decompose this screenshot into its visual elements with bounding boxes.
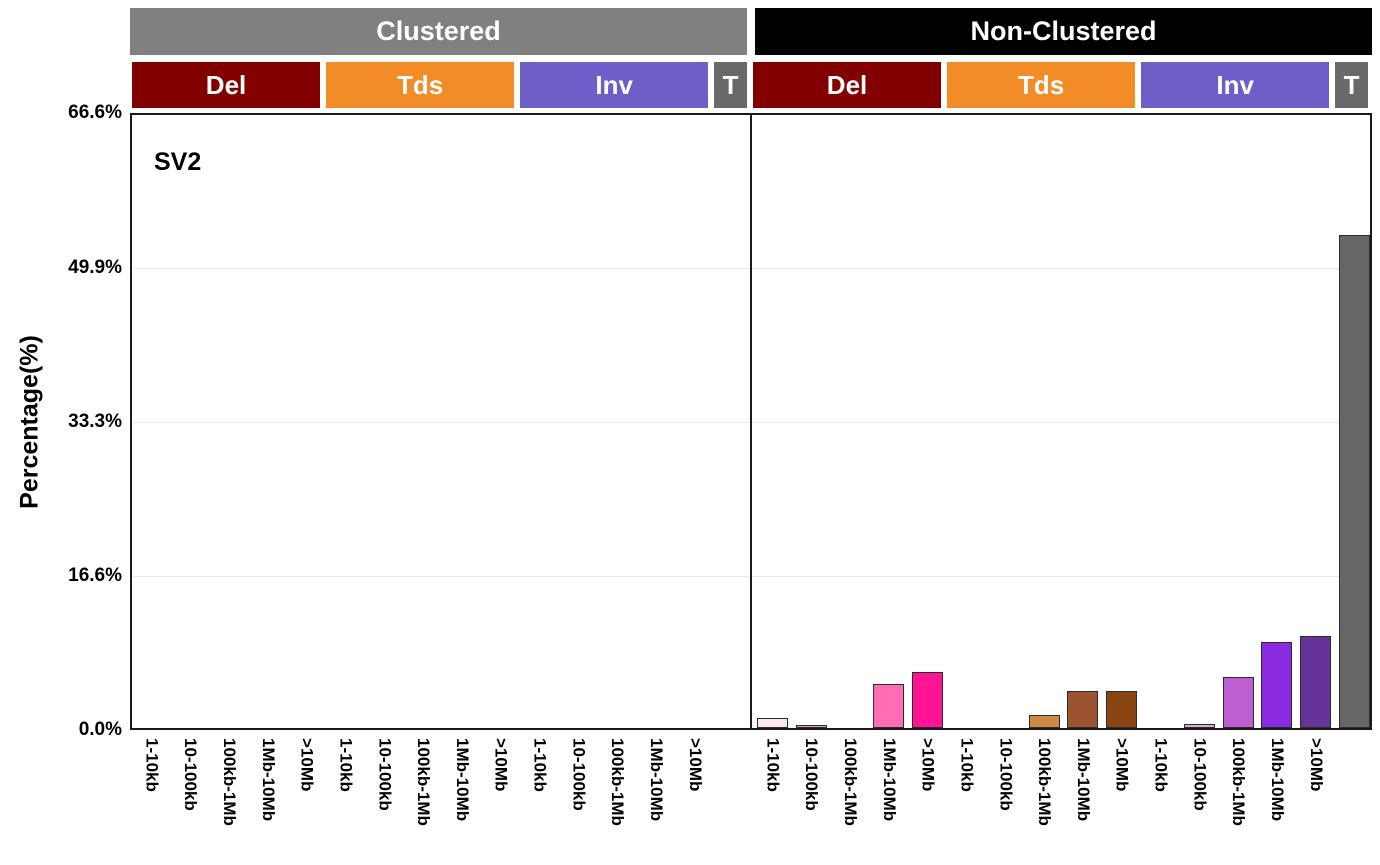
x-tick-label: 10-100kb — [181, 738, 201, 811]
x-tick-label: 1-10kb — [763, 738, 783, 792]
x-tick-label: 10-100kb — [1190, 738, 1210, 811]
x-tick-label: >10Mb — [297, 738, 317, 792]
y-tick-label: 33.3% — [68, 410, 122, 432]
x-tick-label: 100kb-1Mb — [414, 738, 434, 826]
category-header-del: Del — [753, 62, 942, 108]
signature-title: SV2 — [154, 148, 202, 176]
x-tick-label: 1Mb-10Mb — [1267, 738, 1287, 822]
bar-non-clustered-tds-2 — [1028, 715, 1060, 728]
bar-non-clustered-del-4 — [912, 672, 944, 728]
category-header-label: Del — [826, 69, 868, 100]
x-tick-label: 1Mb-10Mb — [646, 738, 666, 822]
category-header-label: Del — [205, 69, 247, 100]
x-tick-label: 1Mb-10Mb — [1073, 738, 1093, 822]
bar-non-clustered-del-3 — [873, 683, 905, 728]
x-tick-label: 1Mb-10Mb — [879, 738, 899, 822]
bar-non-clustered-tds-4 — [1106, 690, 1138, 728]
y-tick-label: 49.9% — [68, 256, 122, 278]
category-header-label: Inv — [595, 69, 633, 100]
bar-non-clustered-inv-4 — [1300, 636, 1332, 728]
x-tick-label: 10-100kb — [569, 738, 589, 811]
category-header-del: Del — [132, 62, 321, 108]
category-header-t: T — [714, 62, 747, 108]
bar-non-clustered-inv-2 — [1222, 677, 1254, 728]
plot-area: SV2 — [130, 113, 1372, 730]
category-header-inv: Inv — [520, 62, 709, 108]
y-tick-label: 0.0% — [78, 719, 122, 740]
x-tick-label: 10-100kb — [375, 738, 395, 811]
category-header-label: Tds — [396, 69, 444, 100]
x-tick-label: 1-10kb — [142, 738, 162, 792]
x-tick-label: 1-10kb — [336, 738, 356, 792]
x-tick-label: 100kb-1Mb — [1035, 738, 1055, 826]
x-tick-label: 1Mb-10Mb — [258, 738, 278, 822]
panel-divider — [750, 115, 752, 728]
bar-non-clustered-tds-3 — [1067, 690, 1099, 728]
group-header-label: Clustered — [376, 16, 501, 46]
x-tick-label: >10Mb — [918, 738, 938, 792]
category-header-tds: Tds — [326, 62, 515, 108]
x-tick-label: 1-10kb — [1151, 738, 1171, 792]
category-header-label: Tds — [1017, 69, 1065, 100]
group-header-label: Non-Clustered — [970, 16, 1157, 46]
x-tick-label: 100kb-1Mb — [841, 738, 861, 826]
x-tick-label: 10-100kb — [996, 738, 1016, 811]
bar-non-clustered-del-0 — [756, 717, 788, 728]
x-tick-label: >10Mb — [685, 738, 705, 792]
x-tick-label: 1-10kb — [957, 738, 977, 792]
bar-non-clustered-t-0 — [1339, 235, 1371, 728]
bar-non-clustered-inv-3 — [1261, 641, 1293, 728]
bar-non-clustered-inv-1 — [1183, 724, 1215, 728]
x-tick-label: >10Mb — [1306, 738, 1326, 792]
x-tick-label: >10Mb — [491, 738, 511, 792]
x-tick-label: >10Mb — [1112, 738, 1132, 792]
category-header-t: T — [1335, 62, 1368, 108]
x-tick-label: 10-100kb — [802, 738, 822, 811]
x-tick-label: 100kb-1Mb — [1229, 738, 1249, 826]
x-tick-label: 1-10kb — [530, 738, 550, 792]
x-tick-label: 1Mb-10Mb — [452, 738, 472, 822]
category-header-tds: Tds — [947, 62, 1136, 108]
group-header-clustered: Clustered — [130, 8, 747, 55]
category-header-inv: Inv — [1141, 62, 1330, 108]
category-header-label: T — [1343, 69, 1360, 100]
y-tick-label: 16.6% — [68, 565, 122, 587]
x-tick-label: 100kb-1Mb — [220, 738, 240, 826]
x-tick-label: 100kb-1Mb — [608, 738, 628, 826]
category-header-label: Inv — [1216, 69, 1254, 100]
group-header-non-clustered: Non-Clustered — [755, 8, 1372, 55]
category-header-label: T — [722, 69, 739, 100]
y-tick-label: 66.6% — [68, 102, 122, 123]
bar-non-clustered-del-1 — [795, 725, 827, 728]
